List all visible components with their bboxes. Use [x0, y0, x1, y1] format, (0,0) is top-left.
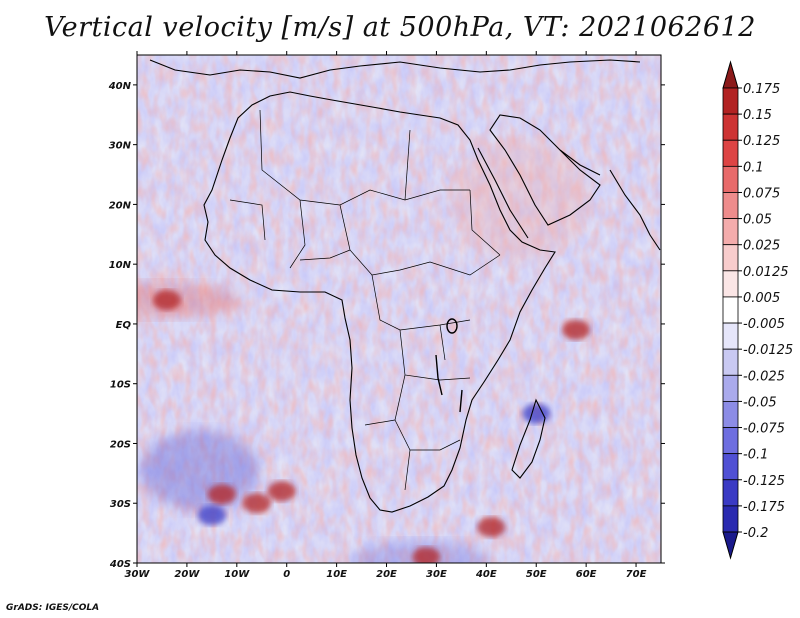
lon-tick-label: 20W [174, 569, 200, 580]
lat-tick-label: 10N [109, 260, 132, 271]
colorbar-segment [722, 348, 739, 376]
lon-tick-label: 40E [475, 569, 497, 580]
map-title: Vertical velocity [m/s] at 500hPa, VT: 2… [44, 12, 756, 43]
persian-gulf [559, 149, 601, 176]
lat-tick-label: 30S [110, 499, 131, 510]
colorbar-label: -0.075 [743, 422, 785, 437]
colorbar-segment [722, 218, 739, 246]
colorbar-label: 0.05 [743, 213, 772, 228]
colorbar-label: 0.15 [743, 108, 772, 123]
lat-tick-label: 40N [108, 81, 132, 92]
lon-tick-label: 60E [576, 569, 597, 580]
colorbar-label: 0.0125 [743, 265, 789, 280]
arabia-coastline [489, 114, 601, 226]
lat-tick-label: 20N [109, 200, 132, 211]
tint-arabia [450, 140, 590, 260]
colorbar-label: 0.075 [743, 186, 780, 201]
colorbar-label: -0.2 [743, 526, 768, 541]
colorbar-label: 0.1 [743, 160, 764, 175]
colorbar-segment [722, 113, 739, 141]
colorbar-label: 0.125 [743, 134, 780, 149]
plot-frame [136, 54, 662, 564]
colorbar-segment [722, 87, 739, 115]
colorbar-segment [722, 453, 739, 481]
colorbar-label: 0.005 [743, 291, 780, 306]
red-sea [477, 147, 529, 239]
latitude-axis: 40N 30N 20N 10N EQ 10S 20S 30S 40S [108, 81, 665, 570]
tint-south-atlantic [140, 430, 260, 510]
lat-tick-label: 30N [109, 141, 132, 152]
colorbar-label: -0.125 [743, 474, 785, 489]
lon-tick-label: 30W [125, 569, 151, 580]
colorbar-segment [722, 427, 739, 455]
colorbar-segment [722, 139, 739, 167]
longitude-axis: 30W 20W 10W 0 10E 20E 30E 40E 50E 60E 70E [125, 51, 647, 580]
colorbar-label: -0.0125 [743, 343, 793, 358]
cell-south-of-madagascar [477, 517, 506, 538]
lon-tick-label: 70E [626, 569, 647, 580]
lon-tick-label: 50E [526, 569, 547, 580]
country-borders [229, 109, 501, 491]
colorbar-segment [722, 401, 739, 428]
cell-south-atlantic-small [207, 484, 236, 505]
lon-tick-label: 10E [326, 569, 347, 580]
field-layer [137, 55, 661, 563]
colorbar-label: -0.1 [743, 448, 768, 463]
colorbar-arrow-top [722, 60, 739, 89]
lon-tick-label: 0 [283, 569, 290, 580]
lon-tick-label: 10W [224, 569, 250, 580]
colorbar-segment [722, 270, 739, 298]
colorbar-segment [722, 479, 739, 507]
colorbar-segment [722, 165, 739, 193]
cell-south-atlantic-east [267, 481, 296, 502]
lat-tick-label: 10S [110, 380, 131, 391]
lat-tick-label: EQ [116, 320, 132, 331]
colorbar-label: -0.005 [743, 317, 785, 332]
credit-text: GrADS: IGES/COLA [6, 603, 100, 613]
colorbar-segment [722, 374, 739, 402]
lakes [435, 318, 463, 413]
cell-indian-ocean-east [562, 319, 591, 340]
cell-south-atlantic-swirl [197, 505, 226, 526]
europe-coastline [149, 59, 641, 79]
cell-south-africa-coast [412, 547, 441, 563]
colorbar-segment [722, 505, 739, 533]
africa-coastline [203, 91, 556, 513]
colorbar-label: -0.175 [743, 500, 785, 515]
colorbar-label: -0.05 [743, 395, 777, 410]
cell-indian-ocean-sw [522, 403, 551, 424]
india-coast [609, 169, 661, 251]
cell-south-atlantic-strong [242, 493, 271, 514]
colorbar-label: -0.025 [743, 369, 785, 384]
colorbar-segment [722, 322, 739, 350]
colorbar-label: 0.175 [743, 82, 780, 97]
colorbar-segment [722, 244, 739, 272]
lon-tick-label: 20E [376, 569, 397, 580]
lat-tick-label: 20S [110, 439, 131, 450]
lon-tick-label: 30E [426, 569, 447, 580]
colorbar-arrow-bottom [722, 531, 739, 560]
colorbar-label: 0.025 [743, 239, 780, 254]
cell-itcz-atlantic [152, 290, 181, 311]
coastlines [149, 59, 661, 513]
lat-tick-label: 40S [109, 559, 131, 570]
colorbar: 0.175 0.15 0.125 0.1 0.075 0.05 0.025 0.0125 0.0… [722, 60, 793, 560]
colorbar-segment [722, 296, 739, 324]
madagascar-coastline [511, 398, 546, 479]
colorbar-segment [722, 192, 739, 219]
